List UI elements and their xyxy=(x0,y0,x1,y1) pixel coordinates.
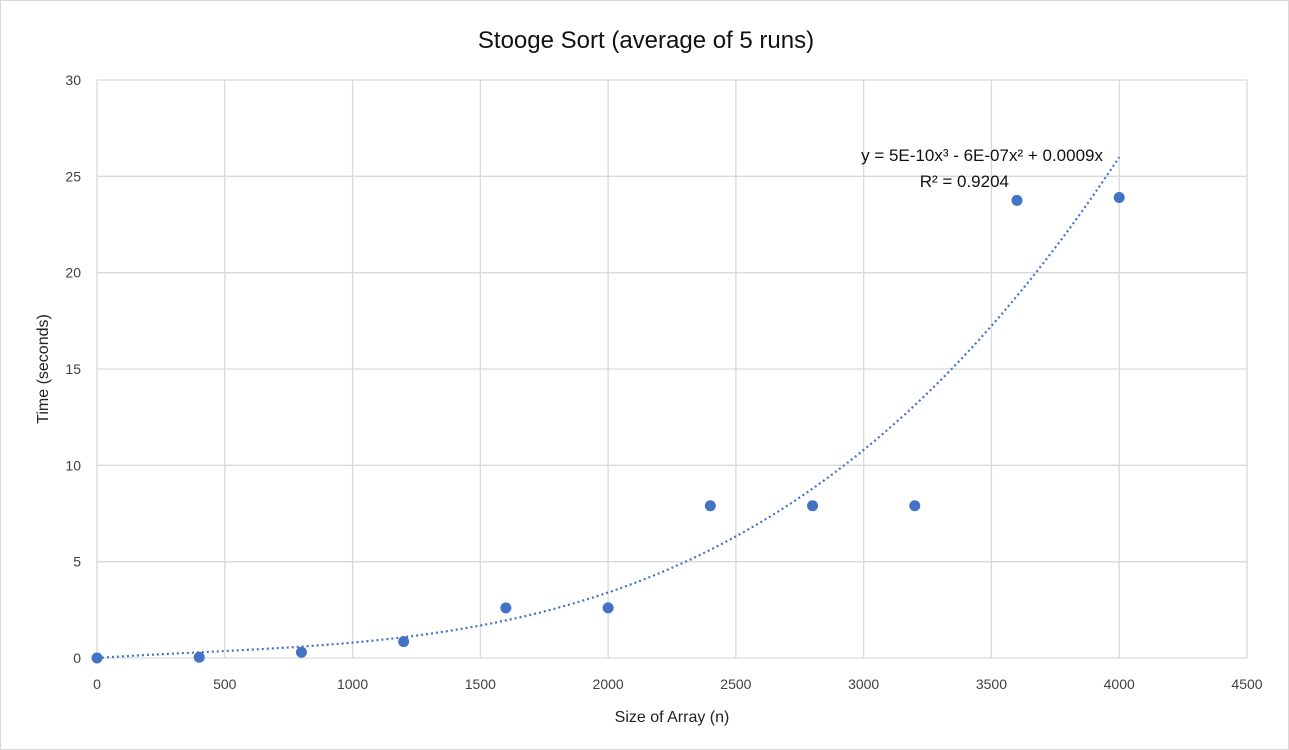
x-tick-label: 4500 xyxy=(1231,676,1262,692)
data-point xyxy=(398,636,410,648)
x-tick-label: 2000 xyxy=(593,676,624,692)
y-tick-label: 10 xyxy=(65,457,81,473)
data-points xyxy=(91,192,1125,664)
data-point xyxy=(295,646,307,658)
trendline-r-squared: R² = 0.9204 xyxy=(920,172,1009,191)
data-point xyxy=(807,500,819,512)
trendline-equation: y = 5E-10x³ - 6E-07x² + 0.0009x xyxy=(861,146,1103,165)
chart-title: Stooge Sort (average of 5 runs) xyxy=(478,27,814,54)
data-point xyxy=(909,500,921,512)
y-tick-label: 25 xyxy=(65,168,81,184)
x-tick-label: 3500 xyxy=(976,676,1007,692)
y-tick-label: 30 xyxy=(65,72,81,88)
x-tick-label: 3000 xyxy=(848,676,879,692)
trendline xyxy=(96,156,1121,660)
data-point xyxy=(500,602,512,614)
y-tick-label: 0 xyxy=(73,650,81,666)
data-point xyxy=(1011,194,1023,206)
x-tick-label: 0 xyxy=(93,676,101,692)
data-point xyxy=(704,500,716,512)
x-tick-label: 4000 xyxy=(1104,676,1135,692)
y-tick-label: 5 xyxy=(73,554,81,570)
x-tick-label: 2500 xyxy=(720,676,751,692)
data-point xyxy=(91,652,103,664)
x-tick-label: 500 xyxy=(213,676,237,692)
x-tick-label: 1500 xyxy=(465,676,496,692)
y-axis-title: Time (seconds) xyxy=(35,314,52,424)
data-point xyxy=(1113,192,1125,204)
grid-lines xyxy=(96,79,1248,659)
tick-labels: 0 500 1000 1500 2000 2500 3000 3500 4000 4500 0 5 10… xyxy=(65,72,1262,692)
y-tick-label: 20 xyxy=(65,265,81,281)
x-axis-title: Size of Array (n) xyxy=(615,709,730,726)
data-point xyxy=(193,651,205,663)
y-tick-label: 15 xyxy=(65,361,81,377)
data-point xyxy=(602,602,614,614)
x-tick-label: 1000 xyxy=(337,676,368,692)
